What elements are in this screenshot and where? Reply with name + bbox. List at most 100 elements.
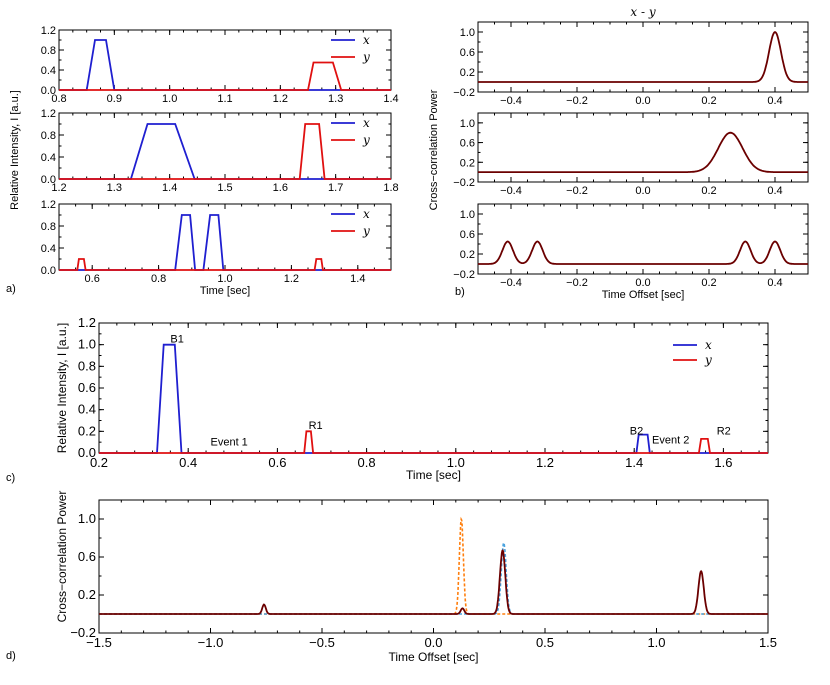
legend-label-y: y (704, 353, 712, 367)
x-tick-label: −0.2 (566, 277, 588, 289)
legend-label-y: y (362, 224, 370, 238)
x-tick-label: 0.4 (767, 95, 782, 107)
x-tick-label: 1.2 (273, 93, 288, 105)
series-line-solid (99, 549, 768, 615)
panel-label-a: a) (6, 283, 16, 295)
panel-d: −1.5 −1.0 −0.5 0.0 0.5 1.0 1.5 −0.2 0.2 0.6 1.0 Tim… (55, 491, 777, 664)
panel-title: x - y (630, 5, 655, 19)
panel-b1: −0.4 −0.2 0.0 0.2 0.4 −0.2 0.2 0.6 1.0 x - y (453, 5, 809, 107)
y-axis-label: Cross−correlation Power (428, 89, 440, 210)
x-tick-label: 1.6 (273, 182, 288, 194)
series-line-y (59, 123, 391, 180)
y-tick-label: 0.0 (41, 85, 56, 97)
y-tick-label: 0.8 (41, 130, 56, 142)
y-tick-label: 1.0 (78, 337, 96, 352)
y-tick-label: 1.2 (41, 108, 56, 120)
y-axis-label: Relative Intensity, I [a.u.] (55, 323, 69, 454)
x-tick-label: 0.8 (358, 455, 376, 470)
x-tick-label: 0.4 (767, 277, 782, 289)
series-line-y (59, 61, 391, 91)
series-line-y (59, 258, 391, 271)
y-tick-label: 1.0 (460, 209, 475, 221)
x-tick-label: 0.0 (635, 277, 650, 289)
x-axis-label: Time [sec] (406, 468, 461, 482)
x-tick-label: −0.4 (500, 95, 522, 107)
panel-label-b: b) (455, 286, 465, 298)
y-tick-label: 0.4 (78, 402, 96, 417)
x-tick-label: 0.6 (268, 455, 286, 470)
y-tick-label: 0.8 (78, 358, 96, 373)
legend-label-x: x (363, 207, 370, 221)
annotation-label: R1 (309, 420, 323, 432)
y-tick-label: 1.2 (41, 25, 56, 37)
series-line-y (99, 430, 768, 454)
y-tick-label: 0.2 (460, 157, 475, 169)
x-tick-label: 0.8 (151, 273, 166, 285)
x-tick-label: 0.6 (85, 273, 100, 285)
x-tick-label: 0.2 (701, 95, 716, 107)
legend-label-x: x (363, 116, 370, 130)
x-axis-label: Time Offset [sec] (388, 650, 478, 664)
x-tick-label: 0.2 (701, 277, 716, 289)
x-tick-label: −0.5 (309, 635, 335, 650)
y-tick-label: 0.6 (460, 229, 475, 241)
y-tick-label: −0.2 (453, 269, 475, 281)
x-tick-label: 0.2 (90, 455, 108, 470)
legend-label-x: x (705, 338, 712, 352)
x-tick-label: 1.3 (328, 93, 343, 105)
x-tick-label: −0.4 (500, 185, 522, 197)
x-tick-label: 1.2 (284, 273, 299, 285)
x-tick-label: 0.0 (635, 95, 650, 107)
y-tick-label: 0.6 (78, 380, 96, 395)
y-tick-label: 0.6 (78, 549, 96, 564)
panel-label-c: c) (6, 472, 15, 484)
y-tick-label: 0.6 (460, 138, 475, 150)
x-tick-label: 1.0 (647, 635, 665, 650)
x-tick-label: 0.4 (767, 185, 782, 197)
y-axis-label: Cross−correlation Power (55, 491, 69, 623)
x-tick-label: 1.0 (447, 455, 465, 470)
annotation-label: B2 (630, 426, 643, 438)
x-axis-label: Time Offset [sec] (602, 289, 685, 301)
x-tick-label: 0.9 (107, 93, 122, 105)
panel-c: 0.2 0.4 0.6 0.8 1.0 1.2 1.4 1.60.00.20.40.60.81… (55, 315, 769, 482)
y-tick-label: 0.2 (460, 249, 475, 261)
annotation-label: Event 1 (211, 436, 248, 448)
x-tick-label: 1.4 (625, 455, 643, 470)
annotation-label: B1 (170, 334, 183, 346)
series-line-x (59, 123, 391, 180)
x-tick-label: 1.8 (383, 182, 398, 194)
cc-curve (478, 240, 808, 265)
y-tick-label: 0.2 (78, 587, 96, 602)
y-tick-label: 0.0 (41, 265, 56, 277)
legend-label-y: y (362, 133, 370, 147)
x-tick-label: 1.5 (217, 182, 232, 194)
legend-label-x: x (363, 33, 370, 47)
x-tick-label: 1.0 (217, 273, 232, 285)
cc-curve (478, 30, 808, 83)
x-tick-label: −1.5 (86, 635, 112, 650)
x-tick-label: 1.4 (162, 182, 177, 194)
x-tick-label: 0.0 (424, 635, 442, 650)
y-tick-label: 0.0 (78, 445, 96, 460)
y-tick-label: −0.2 (453, 87, 475, 99)
y-tick-label: −0.2 (70, 625, 96, 640)
y-tick-label: 0.2 (460, 67, 475, 79)
annotation-label: R2 (717, 426, 731, 438)
x-tick-label: −1.0 (198, 635, 224, 650)
y-tick-label: 1.0 (460, 27, 475, 39)
x-tick-label: 0.4 (179, 455, 197, 470)
y-tick-label: 0.4 (41, 243, 56, 255)
y-tick-label: 0.0 (41, 174, 56, 186)
series-line-x (59, 214, 391, 271)
series-line-dashed-orange (99, 516, 768, 615)
x-tick-label: 1.5 (759, 635, 777, 650)
y-tick-label: 0.4 (41, 65, 56, 77)
x-tick-label: 1.6 (714, 455, 732, 470)
x-tick-label: 1.4 (383, 93, 398, 105)
x-tick-label: 1.3 (107, 182, 122, 194)
x-tick-label: 1.2 (51, 182, 66, 194)
x-tick-label: 1.7 (328, 182, 343, 194)
x-tick-label: 0.2 (701, 185, 716, 197)
panel-b2: −0.4 −0.2 0.0 0.2 0.4 −0.2 0.2 0.6 1.0 Cross−corr… (428, 89, 809, 210)
